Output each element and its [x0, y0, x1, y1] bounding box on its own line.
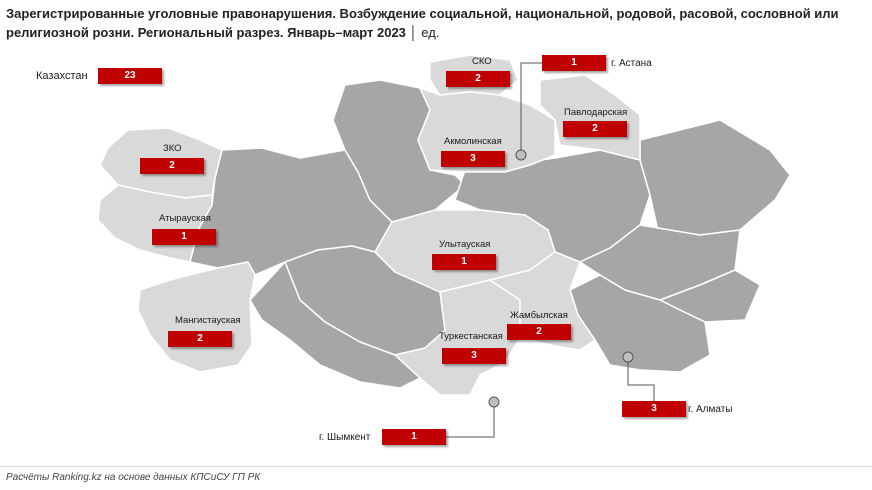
shymkent-value-badge: 1 — [382, 429, 446, 445]
shymkent-label: г. Шымкент — [319, 432, 371, 443]
akmola-value-badge: 3 — [441, 151, 505, 167]
astana-marker — [515, 149, 527, 161]
zhambyl-value-badge: 2 — [507, 324, 571, 340]
total-label: Казахстан — [36, 70, 88, 82]
atyrau-label: Атырауская — [159, 213, 211, 224]
zko-value-badge: 2 — [140, 158, 204, 174]
region-east-kz — [639, 119, 791, 241]
astana-label: г. Астана — [611, 58, 652, 69]
zhambyl-label: Жамбылская — [510, 310, 568, 321]
akmola-label: Акмолинская — [444, 136, 502, 147]
footer-divider — [0, 466, 872, 467]
mangystau-label: Мангистауская — [175, 315, 241, 326]
ulytau-value-badge: 1 — [432, 254, 496, 270]
region-pavlodar — [539, 74, 641, 161]
sko-label: СКО — [472, 56, 492, 67]
chart-unit: │ ед. — [409, 25, 440, 40]
shymkent-marker — [488, 396, 500, 408]
chart-title: Зарегистрированные уголовные правонаруше… — [6, 4, 866, 42]
pavlodar-label: Павлодарская — [564, 107, 628, 118]
sko-value-badge: 2 — [446, 71, 510, 87]
astana-leader-line — [520, 62, 542, 150]
pavlodar-value-badge: 2 — [563, 121, 627, 137]
ulytau-label: Улытауская — [439, 239, 491, 250]
almaty-label: г. Алматы — [688, 404, 733, 415]
atyrau-value-badge: 1 — [152, 229, 216, 245]
source-footnote: Расчёты Ranking.kz на основе данных КПСи… — [6, 472, 261, 483]
turkestan-label: Туркестанская — [439, 331, 503, 342]
mangystau-value-badge: 2 — [168, 331, 232, 347]
turkestan-value-badge: 3 — [442, 348, 506, 364]
chart-title-text: Зарегистрированные уголовные правонаруше… — [6, 6, 839, 40]
almaty-marker — [622, 351, 634, 363]
almaty-leader-line — [627, 360, 655, 404]
almaty-value-badge: 3 — [622, 401, 686, 417]
astana-value-badge: 1 — [542, 55, 606, 71]
total-value-badge: 23 — [98, 68, 162, 84]
zko-label: ЗКО — [163, 143, 182, 154]
shymkent-leader-line — [446, 405, 495, 438]
